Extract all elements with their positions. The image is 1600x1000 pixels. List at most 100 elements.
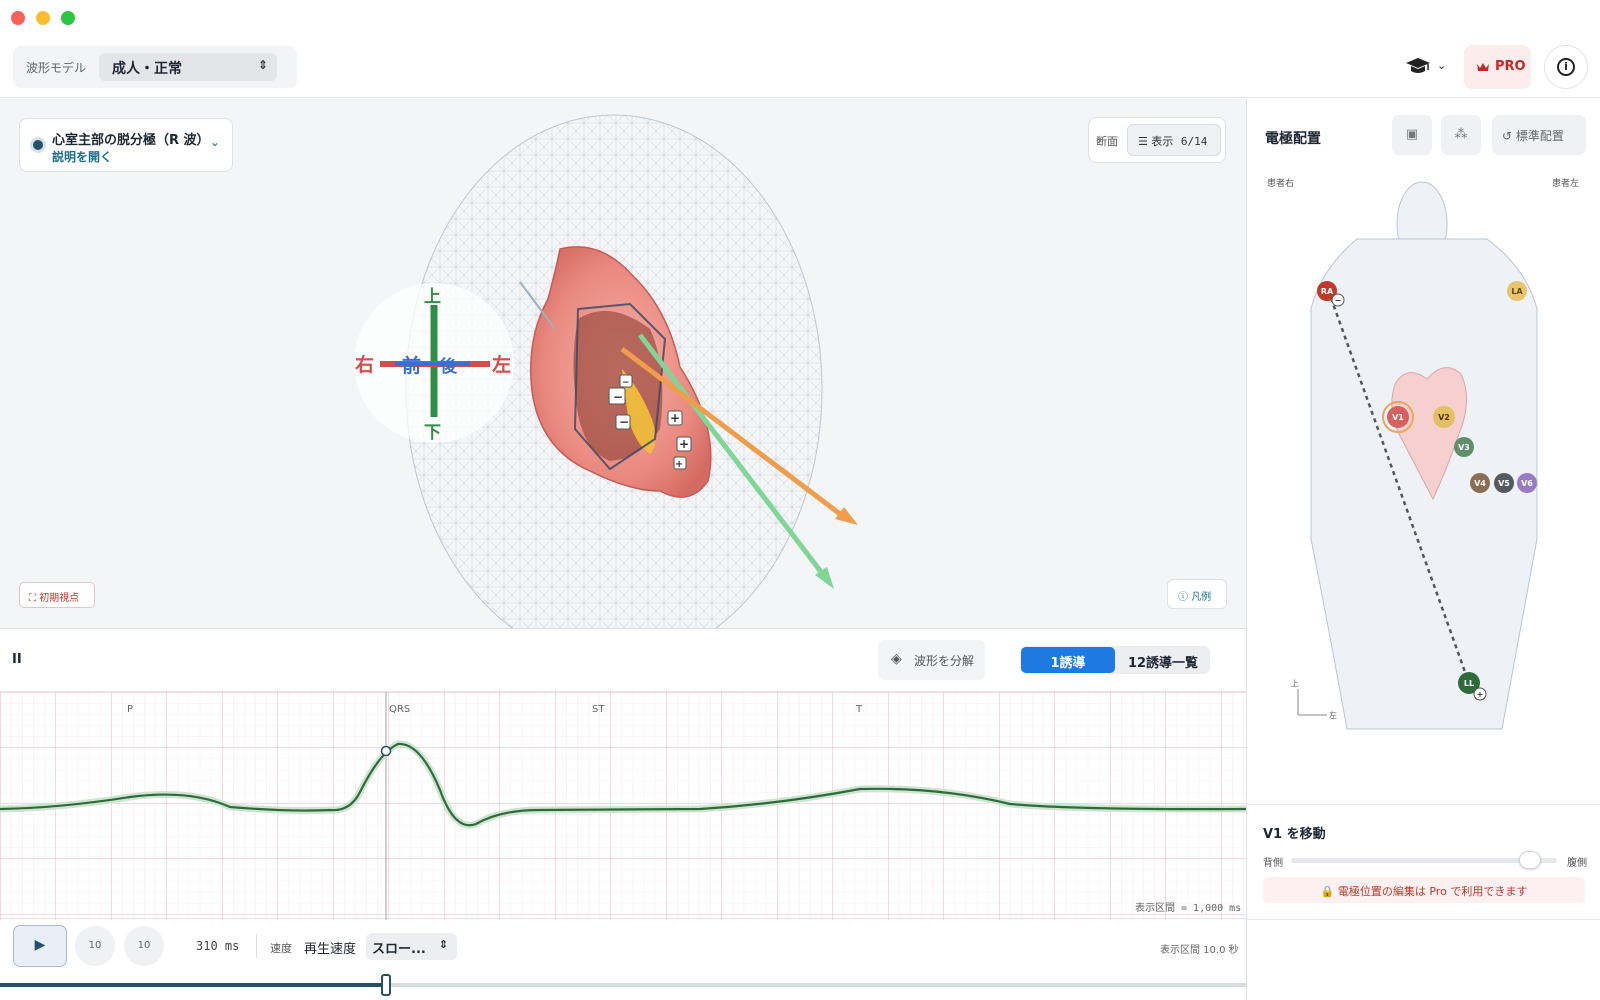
- electrode-panel-title: 電極配置: [1265, 131, 1321, 147]
- segment-label-st: ST: [592, 704, 605, 715]
- tab-twelve-lead[interactable]: 12誘導一覧: [1127, 656, 1199, 671]
- electrode-ra-label: RA: [1321, 287, 1334, 296]
- sliders-icon: ☰: [1138, 135, 1148, 148]
- open-explanation-link[interactable]: 説明を開く: [52, 150, 113, 164]
- electrode-ll[interactable]: [1458, 672, 1480, 694]
- svg-text:−: −: [622, 378, 630, 388]
- standard-placement-button[interactable]: ↺ 標準配置: [1492, 115, 1586, 155]
- timeline-scrubber[interactable]: [0, 974, 1246, 996]
- forward-icon: 10: [137, 940, 151, 951]
- lead-view-toggle: 1誘導 12誘導一覧: [1020, 646, 1210, 674]
- decompose-waveform-button[interactable]: ◈ 波形を分解: [878, 640, 985, 680]
- ecg-waveform-panel[interactable]: P QRS ST T: [0, 691, 1247, 920]
- svg-text:−: −: [613, 390, 623, 404]
- crown-icon: [1477, 63, 1489, 71]
- waveform-header: II ◈ 波形を分解 1誘導 12誘導一覧: [0, 630, 1246, 690]
- electrode-v6[interactable]: [1517, 473, 1537, 493]
- display-interval-note: 表示区間 = 1,000 ms: [1135, 903, 1242, 914]
- polarity-markers: − − − + + +: [608, 374, 692, 470]
- electrode-la[interactable]: [1507, 281, 1527, 301]
- pro-lock-notice: 🔒 電極位置の編集は Pro で利用できます: [1263, 877, 1585, 903]
- electrode-v3-label: V3: [1458, 443, 1470, 452]
- svg-text:+: +: [670, 411, 680, 425]
- electrode-v6-label: V6: [1521, 479, 1533, 488]
- cross-section-label: 断面: [1096, 135, 1118, 148]
- electrode-v1-ring: [1382, 401, 1414, 433]
- electrode-v4-label: V4: [1474, 479, 1486, 488]
- electrode-v5-label: V5: [1498, 479, 1510, 488]
- pro-lock-text: 電極位置の編集は Pro で利用できます: [1337, 885, 1528, 898]
- learning-menu-button[interactable]: ⌄: [1405, 50, 1455, 84]
- cross-section-group: 断面 ☰ 表示 6/14: [1088, 117, 1226, 163]
- connections-button[interactable]: ⁂: [1441, 115, 1481, 155]
- polarization-phase-card[interactable]: 心室主部の脱分極（R 波） 説明を開く ⌄: [19, 118, 233, 172]
- forward-10-button[interactable]: 10: [124, 926, 164, 966]
- electrode-panel: 電極配置 ▣ ⁂ ↺ 標準配置 患者右 患者左 RA − LA V1: [1246, 99, 1600, 1000]
- axis-right-label: 右: [354, 353, 374, 376]
- pro-button[interactable]: PRO: [1464, 45, 1531, 89]
- r-wave-vector-orange: [620, 347, 846, 519]
- move-electrode-title: V1 を移動: [1263, 827, 1326, 842]
- decompose-label: 波形を分解: [914, 654, 975, 668]
- updown-chevron-icon: ⇕: [438, 938, 448, 951]
- tab-single-lead[interactable]: 1誘導: [1021, 647, 1115, 673]
- pause-button[interactable]: II: [12, 652, 22, 667]
- orient-left-label: 左: [1329, 710, 1337, 720]
- torso-outline: [1310, 238, 1538, 730]
- playback-speed-select[interactable]: スロー... ⇕: [366, 933, 457, 960]
- electrode-v4[interactable]: [1470, 473, 1490, 493]
- legend-button[interactable]: ⓘ 凡例: [1167, 579, 1227, 609]
- cross-section-button[interactable]: ☰ 表示 6/14: [1127, 124, 1221, 156]
- waveform-model-select[interactable]: 成人・正常 ⇕: [99, 53, 277, 81]
- close-window-button[interactable]: [11, 11, 25, 25]
- axis-front-label: 前: [402, 354, 421, 377]
- svg-text:+: +: [679, 437, 689, 451]
- waveform-model-group: 波形モデル 成人・正常 ⇕: [13, 46, 297, 88]
- timeline-progress: [0, 983, 387, 987]
- depth-slider-thumb[interactable]: [1519, 851, 1542, 869]
- patient-view-button[interactable]: ▣: [1392, 115, 1432, 155]
- info-button[interactable]: i: [1544, 45, 1588, 89]
- ecg-waveform: P QRS ST T: [0, 692, 1247, 920]
- heart-scene: − − − + + + 上 下 右 左 前 後: [354, 114, 858, 628]
- reset-view-button[interactable]: ⛶ 初期視点: [19, 582, 95, 608]
- playhead-marker[interactable]: [380, 745, 392, 757]
- play-icon: ▶: [34, 937, 46, 953]
- ecg-trace: [0, 742, 1247, 827]
- rewind-10-button[interactable]: 10: [75, 926, 115, 966]
- depth-slider[interactable]: [1291, 851, 1557, 869]
- electrode-v3[interactable]: [1454, 437, 1474, 457]
- electrode-la-label: LA: [1511, 287, 1523, 296]
- electrode-v5[interactable]: [1494, 473, 1514, 493]
- info-icon: ⓘ: [1178, 592, 1188, 603]
- zoom-window-button[interactable]: [61, 11, 75, 25]
- patient-left-label: 患者左: [1552, 179, 1580, 189]
- torso-diagram[interactable]: RA − LA V1 V2 V3 V4 V5 V6 LL: [1247, 99, 1600, 804]
- svg-text:−: −: [619, 415, 629, 429]
- minus-sign: −: [1335, 296, 1342, 305]
- chevron-down-icon: ⌄: [1437, 59, 1447, 72]
- chevron-down-icon: ⌄: [209, 135, 220, 149]
- segment-label-p: P: [127, 704, 133, 715]
- axis-down-label: 下: [424, 423, 441, 443]
- play-button[interactable]: ▶: [13, 925, 67, 967]
- info-icon: i: [1557, 58, 1575, 76]
- axis-up-label: 上: [424, 287, 441, 307]
- electrode-ra[interactable]: [1317, 281, 1337, 301]
- ventral-label: 腹側: [1567, 858, 1587, 869]
- timeline-thumb[interactable]: [381, 974, 392, 996]
- speed-label: 速度: [270, 942, 292, 955]
- standard-placement-label: 標準配置: [1515, 129, 1564, 143]
- cross-section-button-label: 表示: [1151, 135, 1174, 148]
- electrode-v1[interactable]: [1387, 406, 1409, 428]
- plus-sign: +: [1477, 690, 1484, 699]
- toolbar: 波形モデル 成人・正常 ⇕ ⌄ PRO i: [0, 36, 1600, 98]
- electrode-v1-label: V1: [1392, 413, 1404, 422]
- waveform-model-label: 波形モデル: [26, 61, 87, 75]
- electrode-v2[interactable]: [1433, 406, 1455, 428]
- person-card-icon: ▣: [1405, 127, 1419, 142]
- updown-chevron-icon: ⇕: [257, 58, 268, 72]
- minimize-window-button[interactable]: [36, 11, 50, 25]
- electrode-ll-label: LL: [1464, 679, 1474, 688]
- heart-3d-viewport[interactable]: − − − + + + 上 下 右 左 前 後 心室主部の脱分極（R 波） 説明…: [0, 99, 1246, 629]
